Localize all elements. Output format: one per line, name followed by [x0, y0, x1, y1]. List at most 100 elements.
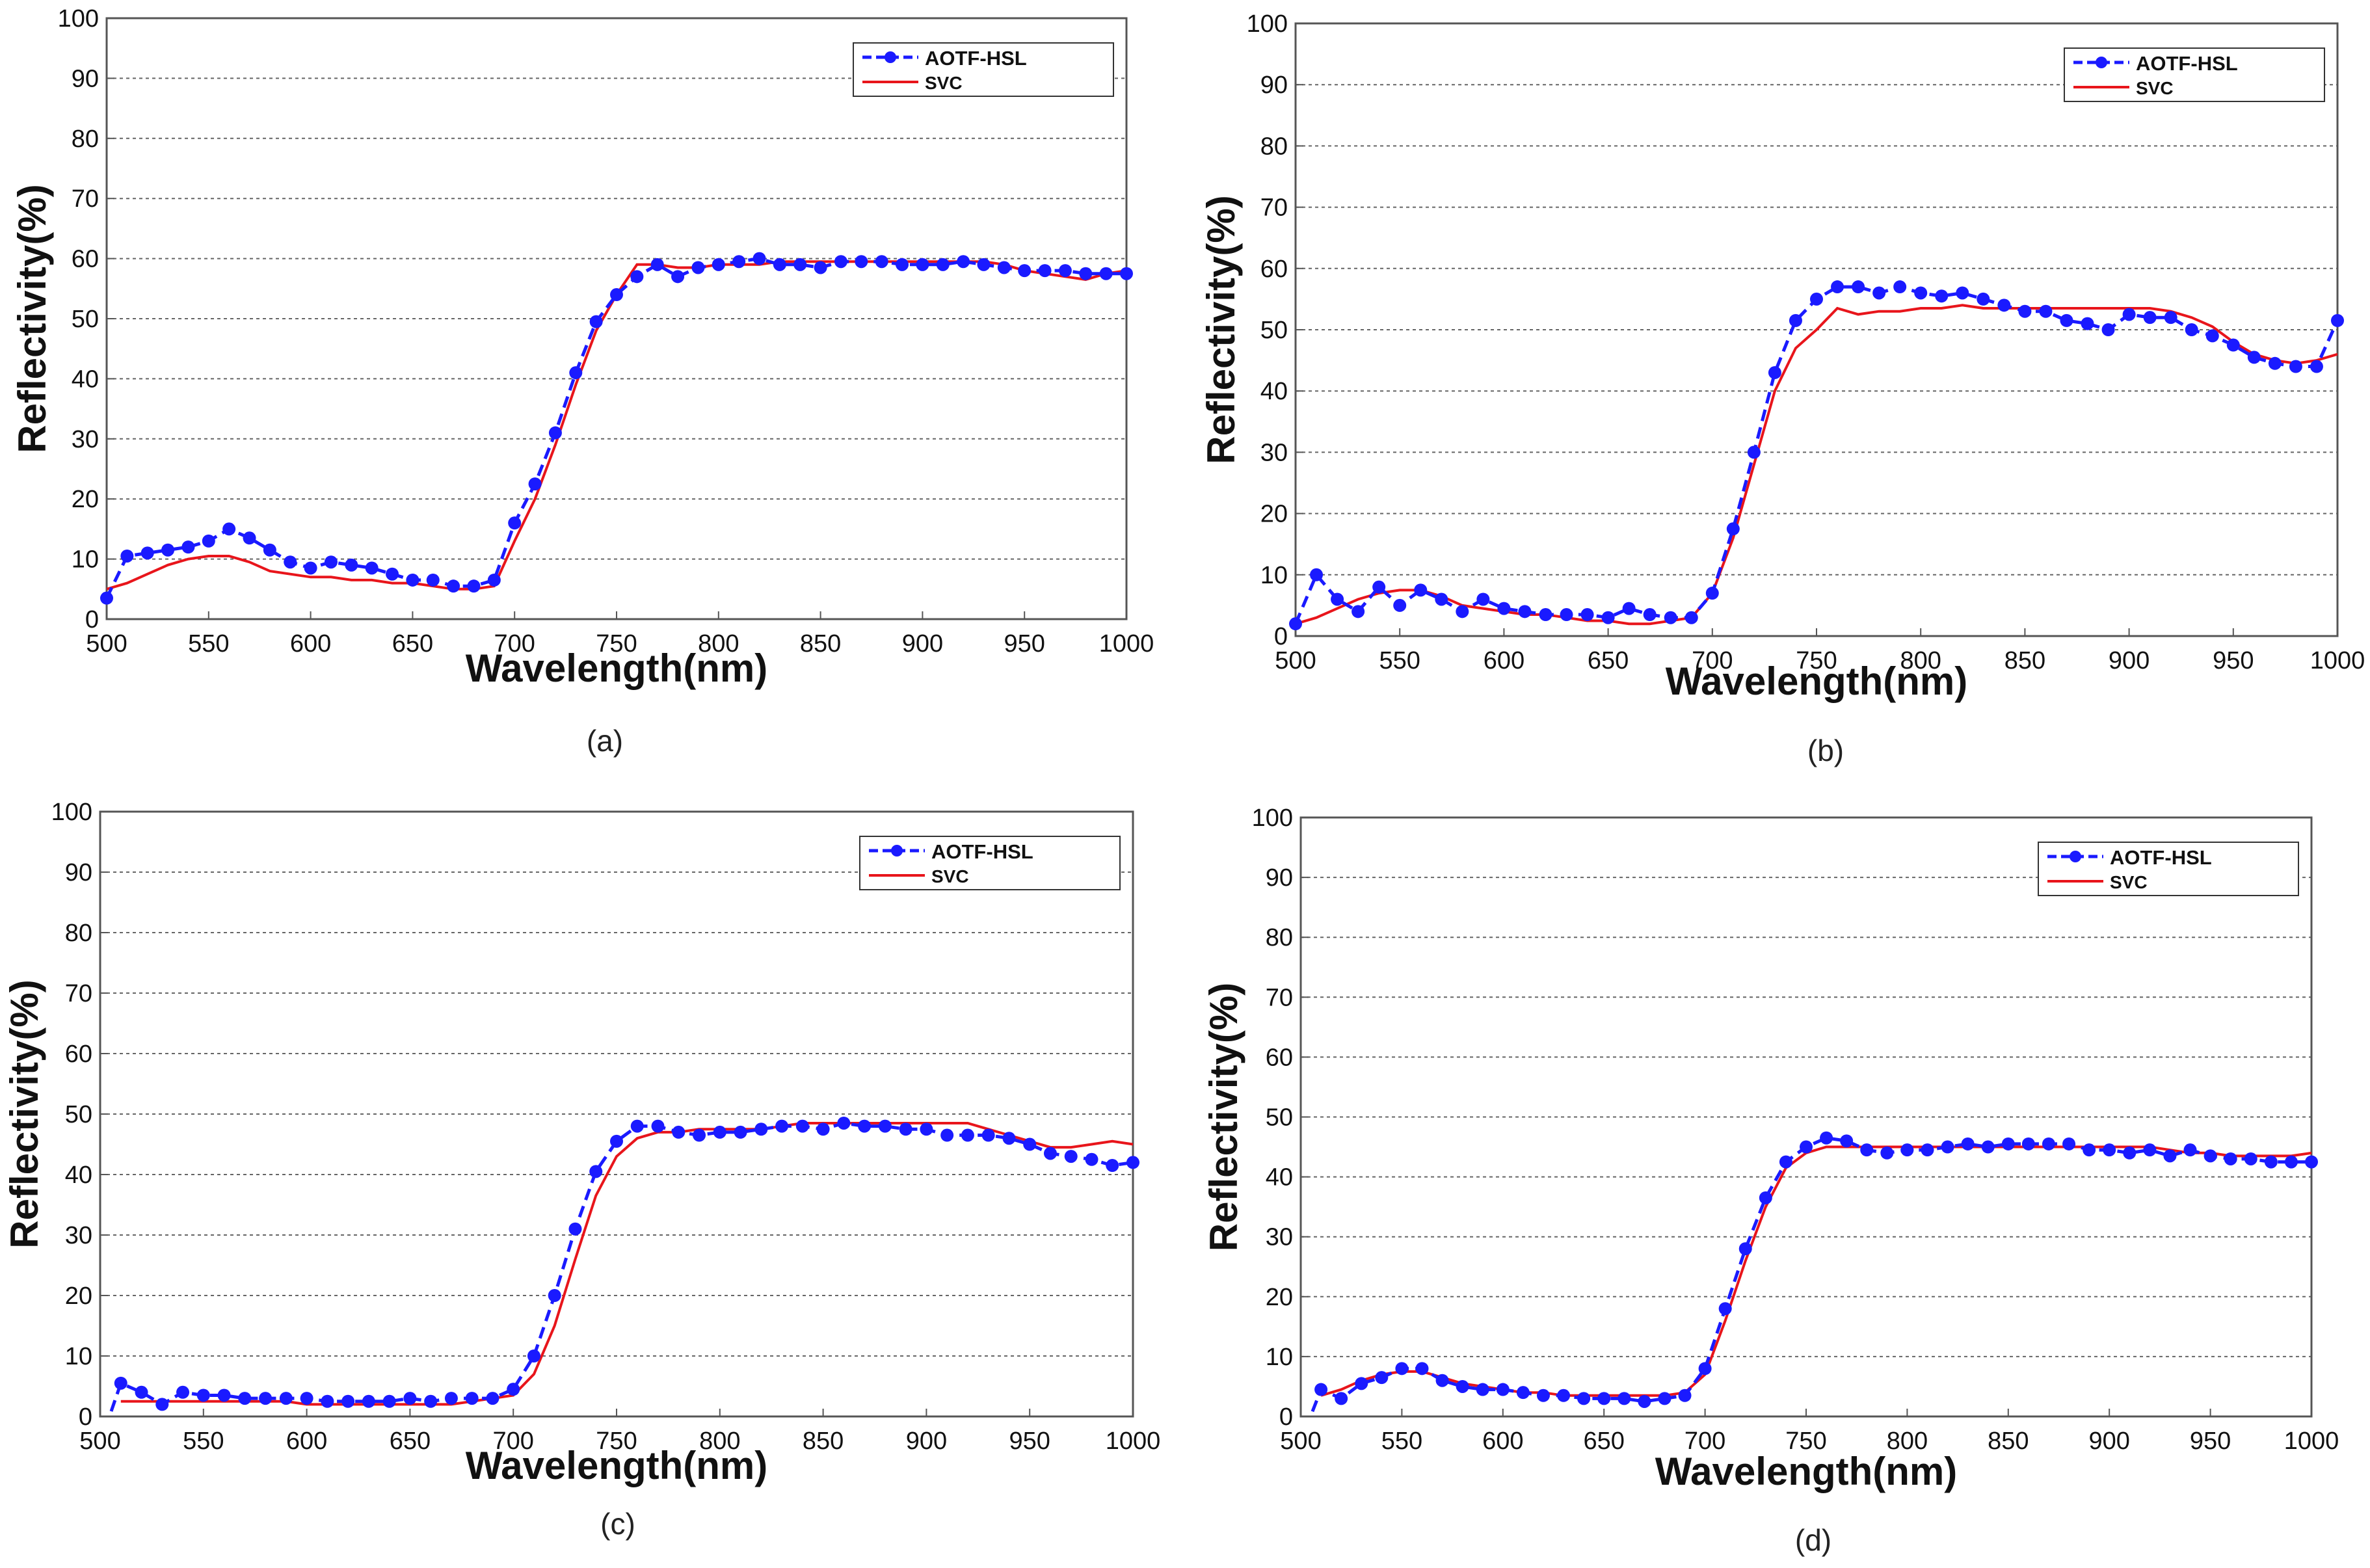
aotf-point-b-960	[2247, 351, 2261, 364]
aotf-point-b-710	[1726, 522, 1740, 536]
aotf-point-c-820	[754, 1123, 768, 1136]
aotf-point-c-990	[1106, 1159, 1119, 1173]
aotf-point-a-960	[1038, 264, 1052, 278]
legend-label-aotf-a: AOTF-HSL	[925, 47, 1027, 70]
ytick-label-a-10: 10	[72, 546, 99, 574]
aotf-point-b-760	[1831, 280, 1844, 294]
aotf-point-d-920	[2143, 1143, 2157, 1157]
aotf-point-a-670	[447, 579, 460, 593]
legend-aotf-marker-a	[885, 51, 896, 63]
aotf-point-d-560	[1415, 1362, 1429, 1375]
chart-b-svg: 0 10 20 30 40 50 60 70 80 90 100 500 550 600 650 700 750…	[1199, 10, 2365, 703]
aotf-point-d-970	[2244, 1152, 2257, 1165]
series-aotf-line-c	[107, 1121, 1133, 1416]
xtick-label-a-700: 700	[494, 630, 535, 658]
ytick-label-b-40: 40	[1260, 378, 1288, 405]
aotf-point-b-600	[1497, 602, 1511, 615]
aotf-point-a-870	[855, 255, 868, 269]
legend-box-a	[853, 42, 1114, 97]
aotf-point-b-660	[1622, 602, 1636, 615]
ytick-label-b-30: 30	[1260, 439, 1288, 466]
aotf-point-b-830	[1977, 292, 1990, 306]
xtick-label-c-650: 650	[390, 1428, 431, 1455]
xtick-label-a-850: 850	[800, 630, 841, 658]
aotf-point-a-580	[263, 543, 276, 557]
xtick-label-b-650: 650	[1588, 647, 1629, 674]
aotf-point-d-830	[1961, 1137, 1975, 1150]
aotf-point-b-820	[1956, 286, 1969, 300]
ytick-label-b-100: 100	[1247, 10, 1288, 38]
aotf-point-b-680	[1664, 611, 1677, 624]
aotf-point-a-690	[487, 573, 501, 587]
aotf-point-a-990	[1099, 267, 1113, 280]
legend-label-svc-c: SVC	[931, 866, 969, 886]
aotf-point-a-700	[508, 516, 522, 530]
aotf-point-d-690	[1678, 1389, 1692, 1402]
aotf-point-b-650	[1601, 611, 1615, 624]
xtick-label-d-600: 600	[1482, 1428, 1523, 1455]
aotf-point-a-770	[650, 258, 664, 271]
aotf-point-a-1000	[1120, 267, 1133, 280]
xtick-label-b-600: 600	[1484, 647, 1525, 674]
aotf-point-b-630	[1560, 608, 1573, 622]
aotf-point-d-590	[1476, 1383, 1489, 1396]
legend-aotf-marker-d	[2070, 851, 2081, 862]
aotf-point-d-840	[1981, 1140, 1995, 1154]
ytick-label-a-30: 30	[72, 426, 99, 453]
series-aotf-line-b	[1296, 285, 2337, 625]
ytick-label-d-40: 40	[1266, 1164, 1293, 1191]
ytick-label-d-10: 10	[1266, 1344, 1293, 1371]
ytick-label-b-10: 10	[1260, 562, 1288, 589]
xtick-label-c-950: 950	[1009, 1428, 1050, 1455]
aotf-point-d-860	[2021, 1137, 2035, 1150]
aotf-point-a-890	[896, 258, 909, 271]
aotf-point-a-650	[406, 573, 419, 587]
x-axis-label-c: Wavelength(nm)	[466, 1444, 767, 1487]
aotf-point-c-670	[444, 1392, 458, 1405]
aotf-point-a-600	[304, 561, 317, 575]
aotf-point-b-770	[1852, 280, 1865, 294]
xtick-label-b-850: 850	[2004, 647, 2045, 674]
aotf-point-d-740	[1779, 1155, 1792, 1169]
aotf-point-a-880	[875, 255, 888, 269]
aotf-point-a-970	[1058, 264, 1072, 278]
aotf-point-c-750	[610, 1134, 623, 1148]
aotf-point-d-670	[1638, 1394, 1651, 1408]
aotf-point-c-610	[321, 1394, 334, 1408]
aotf-point-d-910	[2123, 1146, 2137, 1160]
aotf-point-c-740	[589, 1165, 603, 1178]
aotf-point-c-1000	[1126, 1156, 1139, 1169]
aotf-point-c-700	[507, 1383, 520, 1396]
aotf-point-a-820	[752, 252, 766, 265]
aotf-point-a-740	[589, 315, 603, 328]
aotf-point-a-710	[528, 477, 542, 491]
ytick-label-c-90: 90	[65, 859, 92, 886]
ytick-label-b-0: 0	[1274, 623, 1288, 650]
aotf-point-c-600	[300, 1392, 313, 1405]
xtick-label-b-750: 750	[1796, 647, 1837, 674]
ytick-label-a-90: 90	[72, 65, 99, 92]
ytick-label-c-20: 20	[65, 1282, 92, 1310]
aotf-point-b-880	[2081, 317, 2094, 330]
ytick-label-c-30: 30	[65, 1222, 92, 1249]
aotf-point-a-850	[814, 261, 827, 274]
aotf-point-d-820	[1941, 1140, 1954, 1154]
xtick-label-c-750: 750	[596, 1428, 637, 1455]
aotf-point-c-920	[961, 1128, 974, 1142]
chart-panel-c: 0 10 20 30 40 50 60 70 80 90 100 500 550 600 650 700 750…	[0, 784, 1185, 1568]
series-aotf-line-a	[107, 257, 1126, 599]
chart-a-svg: 0 10 20 30 40 50 60 70 80 90 100 500 550 600 650 700 750…	[10, 5, 1154, 690]
aotf-point-d-650	[1597, 1392, 1611, 1405]
chart-d-svg: 0 10 20 30 40 50 60 70 80 90 100 500 550 600 650 700 750…	[1202, 804, 2339, 1493]
aotf-point-b-780	[1872, 286, 1886, 300]
x-axis-label-a: Wavelength(nm)	[466, 646, 767, 690]
xtick-label-a-900: 900	[902, 630, 943, 658]
aotf-point-a-550	[202, 534, 215, 548]
ytick-label-a-40: 40	[72, 365, 99, 393]
aotf-point-c-530	[155, 1398, 169, 1411]
ytick-label-b-60: 60	[1260, 256, 1288, 283]
aotf-point-d-760	[1820, 1131, 1833, 1145]
aotf-point-b-860	[2039, 304, 2053, 318]
xtick-label-c-850: 850	[803, 1428, 844, 1455]
xtick-label-b-950: 950	[2213, 647, 2254, 674]
